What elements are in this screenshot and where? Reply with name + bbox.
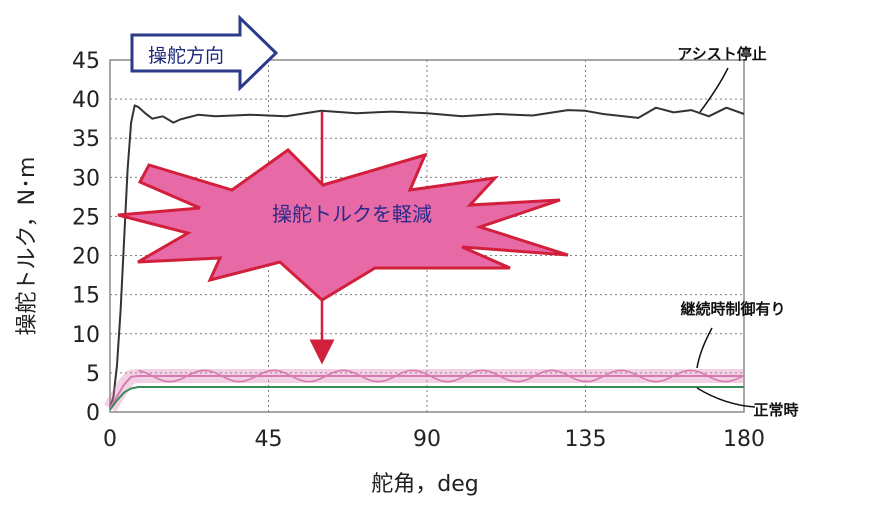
leader-assist-stop <box>699 67 729 113</box>
y-tick-label: 20 <box>72 245 100 270</box>
series-line-2 <box>109 375 744 409</box>
label-normal: 正常時 <box>753 401 798 419</box>
x-tick-label: 0 <box>103 427 117 452</box>
y-tick-label: 10 <box>72 323 100 348</box>
y-tick-label: 45 <box>72 49 100 74</box>
x-tick-label: 135 <box>565 427 607 452</box>
direction-arrow: 操舵方向 <box>130 14 279 92</box>
x-tick-label: 45 <box>255 427 283 452</box>
burst-label: 操舵トルクを軽減 <box>272 202 432 226</box>
direction-arrow-shape <box>130 14 279 92</box>
y-tick-label: 0 <box>86 401 100 426</box>
y-tick-label: 15 <box>72 284 100 309</box>
tick-labels: 0 5 10 15 20 25 30 35 40 45 0 45 90 135 180 <box>72 49 765 452</box>
y-tick-label: 25 <box>72 205 100 230</box>
leader-normal <box>696 387 756 408</box>
burst: 操舵トルクを軽減 <box>117 148 569 302</box>
series-layer <box>103 104 745 412</box>
series-line-2-noise <box>138 369 744 383</box>
leader-continuous-control <box>696 327 713 369</box>
burst-shape <box>117 148 569 302</box>
x-tick-label: 180 <box>723 427 765 452</box>
y-tick-label: 35 <box>72 127 100 152</box>
x-axis-title: 舵角，deg <box>371 472 478 497</box>
series-line-3 <box>109 386 744 411</box>
label-assist-stop: アシスト停止 <box>677 45 766 63</box>
x-tick-label: 90 <box>413 427 441 452</box>
direction-arrow-label: 操舵方向 <box>148 45 224 67</box>
y-tick-label: 30 <box>72 166 100 191</box>
y-tick-label: 5 <box>86 362 100 387</box>
y-axis-title: 操舵トルク，N･m <box>15 157 40 336</box>
label-continuous-control: 継続時制御有り <box>680 300 785 318</box>
series-line-1 <box>109 104 745 409</box>
y-tick-label: 40 <box>72 88 100 113</box>
